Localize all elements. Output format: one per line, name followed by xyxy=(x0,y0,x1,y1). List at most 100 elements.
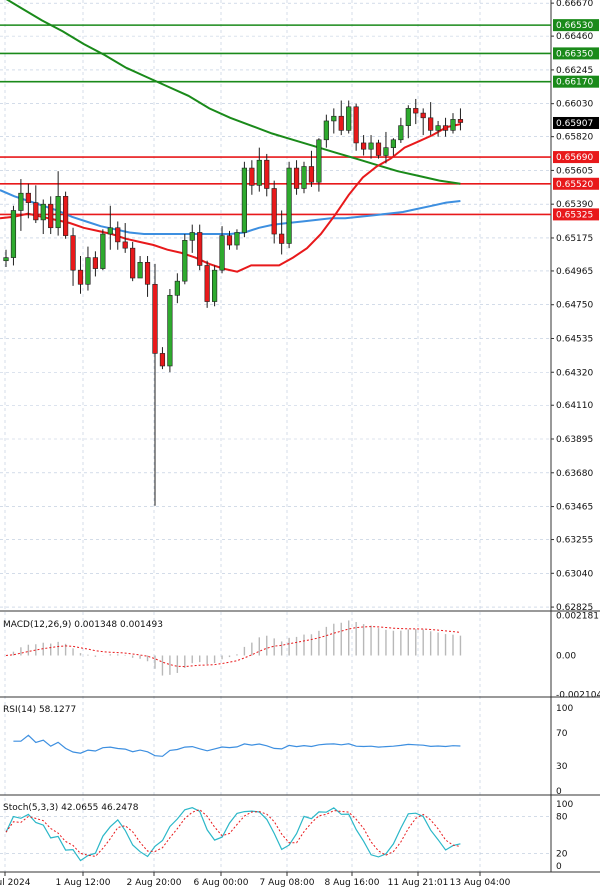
price-tick-label: 0.66030 xyxy=(556,100,593,110)
price-tick-label: 0.65605 xyxy=(556,166,593,176)
candle-bull xyxy=(398,125,404,141)
rsi-tick-label: 0 xyxy=(556,787,562,797)
candle-bull xyxy=(212,269,218,302)
time-tick-label: 31 Jul 2024 xyxy=(0,878,31,888)
chart-frame xyxy=(0,0,600,873)
stoch-tick-label: 20 xyxy=(556,850,568,860)
candle-bear xyxy=(420,112,426,119)
level-lines xyxy=(0,24,551,216)
stoch-k-line xyxy=(5,807,461,862)
candle-bull xyxy=(286,167,292,244)
rsi-tick-label: 30 xyxy=(556,762,568,772)
price-pane xyxy=(0,0,551,506)
candle-bull xyxy=(10,210,17,258)
candle-bear xyxy=(25,192,31,203)
price-tick-label: 0.64320 xyxy=(556,368,593,378)
rsi-tick-label: 70 xyxy=(556,729,568,739)
candle-bear xyxy=(115,227,121,243)
candle-bear xyxy=(152,283,158,354)
price-tick-label: 0.64110 xyxy=(556,401,593,411)
candle-bear xyxy=(271,188,277,235)
price-tick-label: 0.66670 xyxy=(556,0,593,9)
candle-bull xyxy=(174,280,180,296)
macd-tick-label: -0.002104 xyxy=(556,690,600,700)
candle-bear xyxy=(279,233,285,244)
level-price-label: 0.66350 xyxy=(556,49,593,59)
stoch-tick-label: 100 xyxy=(556,800,573,810)
candle-bull xyxy=(256,159,262,186)
candle-bear xyxy=(338,115,344,131)
price-tick-label: 0.64535 xyxy=(556,334,593,344)
candle-bull xyxy=(316,139,322,183)
stoch-tick-label: 80 xyxy=(556,812,568,822)
candle-bull xyxy=(100,233,106,269)
candle-bull xyxy=(182,240,188,282)
rsi-title: RSI(14) 58.1277 xyxy=(3,705,76,715)
price-tick-label: 0.63895 xyxy=(556,435,593,445)
price-tick-label: 0.66460 xyxy=(556,32,593,42)
price-tick-label: 0.66245 xyxy=(556,66,593,76)
candle-bull xyxy=(390,139,397,148)
price-tick-label: 0.65390 xyxy=(556,200,593,210)
candle-bull xyxy=(107,227,113,235)
candle-bear xyxy=(428,117,434,131)
level-price-tag xyxy=(553,75,599,88)
rsi-tick-label: 100 xyxy=(556,704,573,714)
ma-fast-line xyxy=(0,123,461,273)
level-price-tag xyxy=(553,208,599,221)
candle-bear xyxy=(70,235,76,271)
candle-bear xyxy=(122,241,128,249)
candle-bear xyxy=(48,203,54,229)
macd-tick-label: 0.00 xyxy=(556,652,576,662)
price-tick-label: 0.63255 xyxy=(556,536,593,546)
candle-bear xyxy=(308,166,315,183)
candle-bull xyxy=(85,257,91,285)
rsi-line xyxy=(13,734,461,757)
candle-bear xyxy=(77,269,84,285)
time-tick-label: 1 Aug 12:00 xyxy=(56,878,111,888)
candle-bear xyxy=(92,257,98,269)
current-price-label: 0.65907 xyxy=(556,119,593,129)
candle-bull xyxy=(219,235,225,271)
candle-bear xyxy=(62,196,69,236)
macd-tick-label: 0.002181 xyxy=(556,611,599,621)
candle-bear xyxy=(457,119,464,123)
price-tick-label: 0.62825 xyxy=(556,603,593,613)
candle-bull xyxy=(241,167,248,233)
candle-bull xyxy=(405,108,411,126)
time-tick-label: 13 Aug 04:00 xyxy=(450,878,511,888)
stoch-pane: Stoch(5,3,3) 42.0655 46.2478 100 80 20 0 xyxy=(0,800,573,872)
candle-bull xyxy=(368,142,374,150)
candle-bear xyxy=(442,125,449,131)
ma-slow-line xyxy=(5,0,461,185)
level-price-tag xyxy=(553,47,599,60)
level-price-tag xyxy=(553,151,599,164)
candle-bull xyxy=(450,119,456,131)
candle-bull xyxy=(55,196,61,229)
level-price-label: 0.66530 xyxy=(556,21,593,31)
candle-bear xyxy=(197,232,203,266)
candle-bull xyxy=(323,120,329,141)
time-tick-label: 11 Aug 21:01 xyxy=(388,878,449,888)
candle-bull xyxy=(435,125,441,131)
price-tick-label: 0.64750 xyxy=(556,301,593,311)
time-tick-label: 6 Aug 00:00 xyxy=(194,878,249,888)
candle-bull xyxy=(167,294,173,367)
macd-title: MACD(12,26,9) 0.001348 0.001493 xyxy=(3,620,163,630)
stoch-tick-label: 0 xyxy=(556,862,562,872)
candle-bull xyxy=(18,192,24,211)
candle-bear xyxy=(375,142,382,156)
candle-bull xyxy=(301,166,307,189)
candle-bear xyxy=(204,265,210,302)
ma-medium-line xyxy=(0,189,461,235)
candle-bear xyxy=(226,235,233,246)
price-tick-label: 0.64965 xyxy=(556,267,593,277)
candle-bull xyxy=(137,262,143,279)
time-axis: 31 Jul 2024 1 Aug 12:00 2 Aug 20:00 6 Aug 0… xyxy=(0,872,511,888)
candles xyxy=(3,98,464,506)
candle-bear xyxy=(249,167,255,186)
candle-bear xyxy=(264,159,270,189)
candle-bull xyxy=(346,106,352,131)
level-price-tag xyxy=(553,19,599,32)
